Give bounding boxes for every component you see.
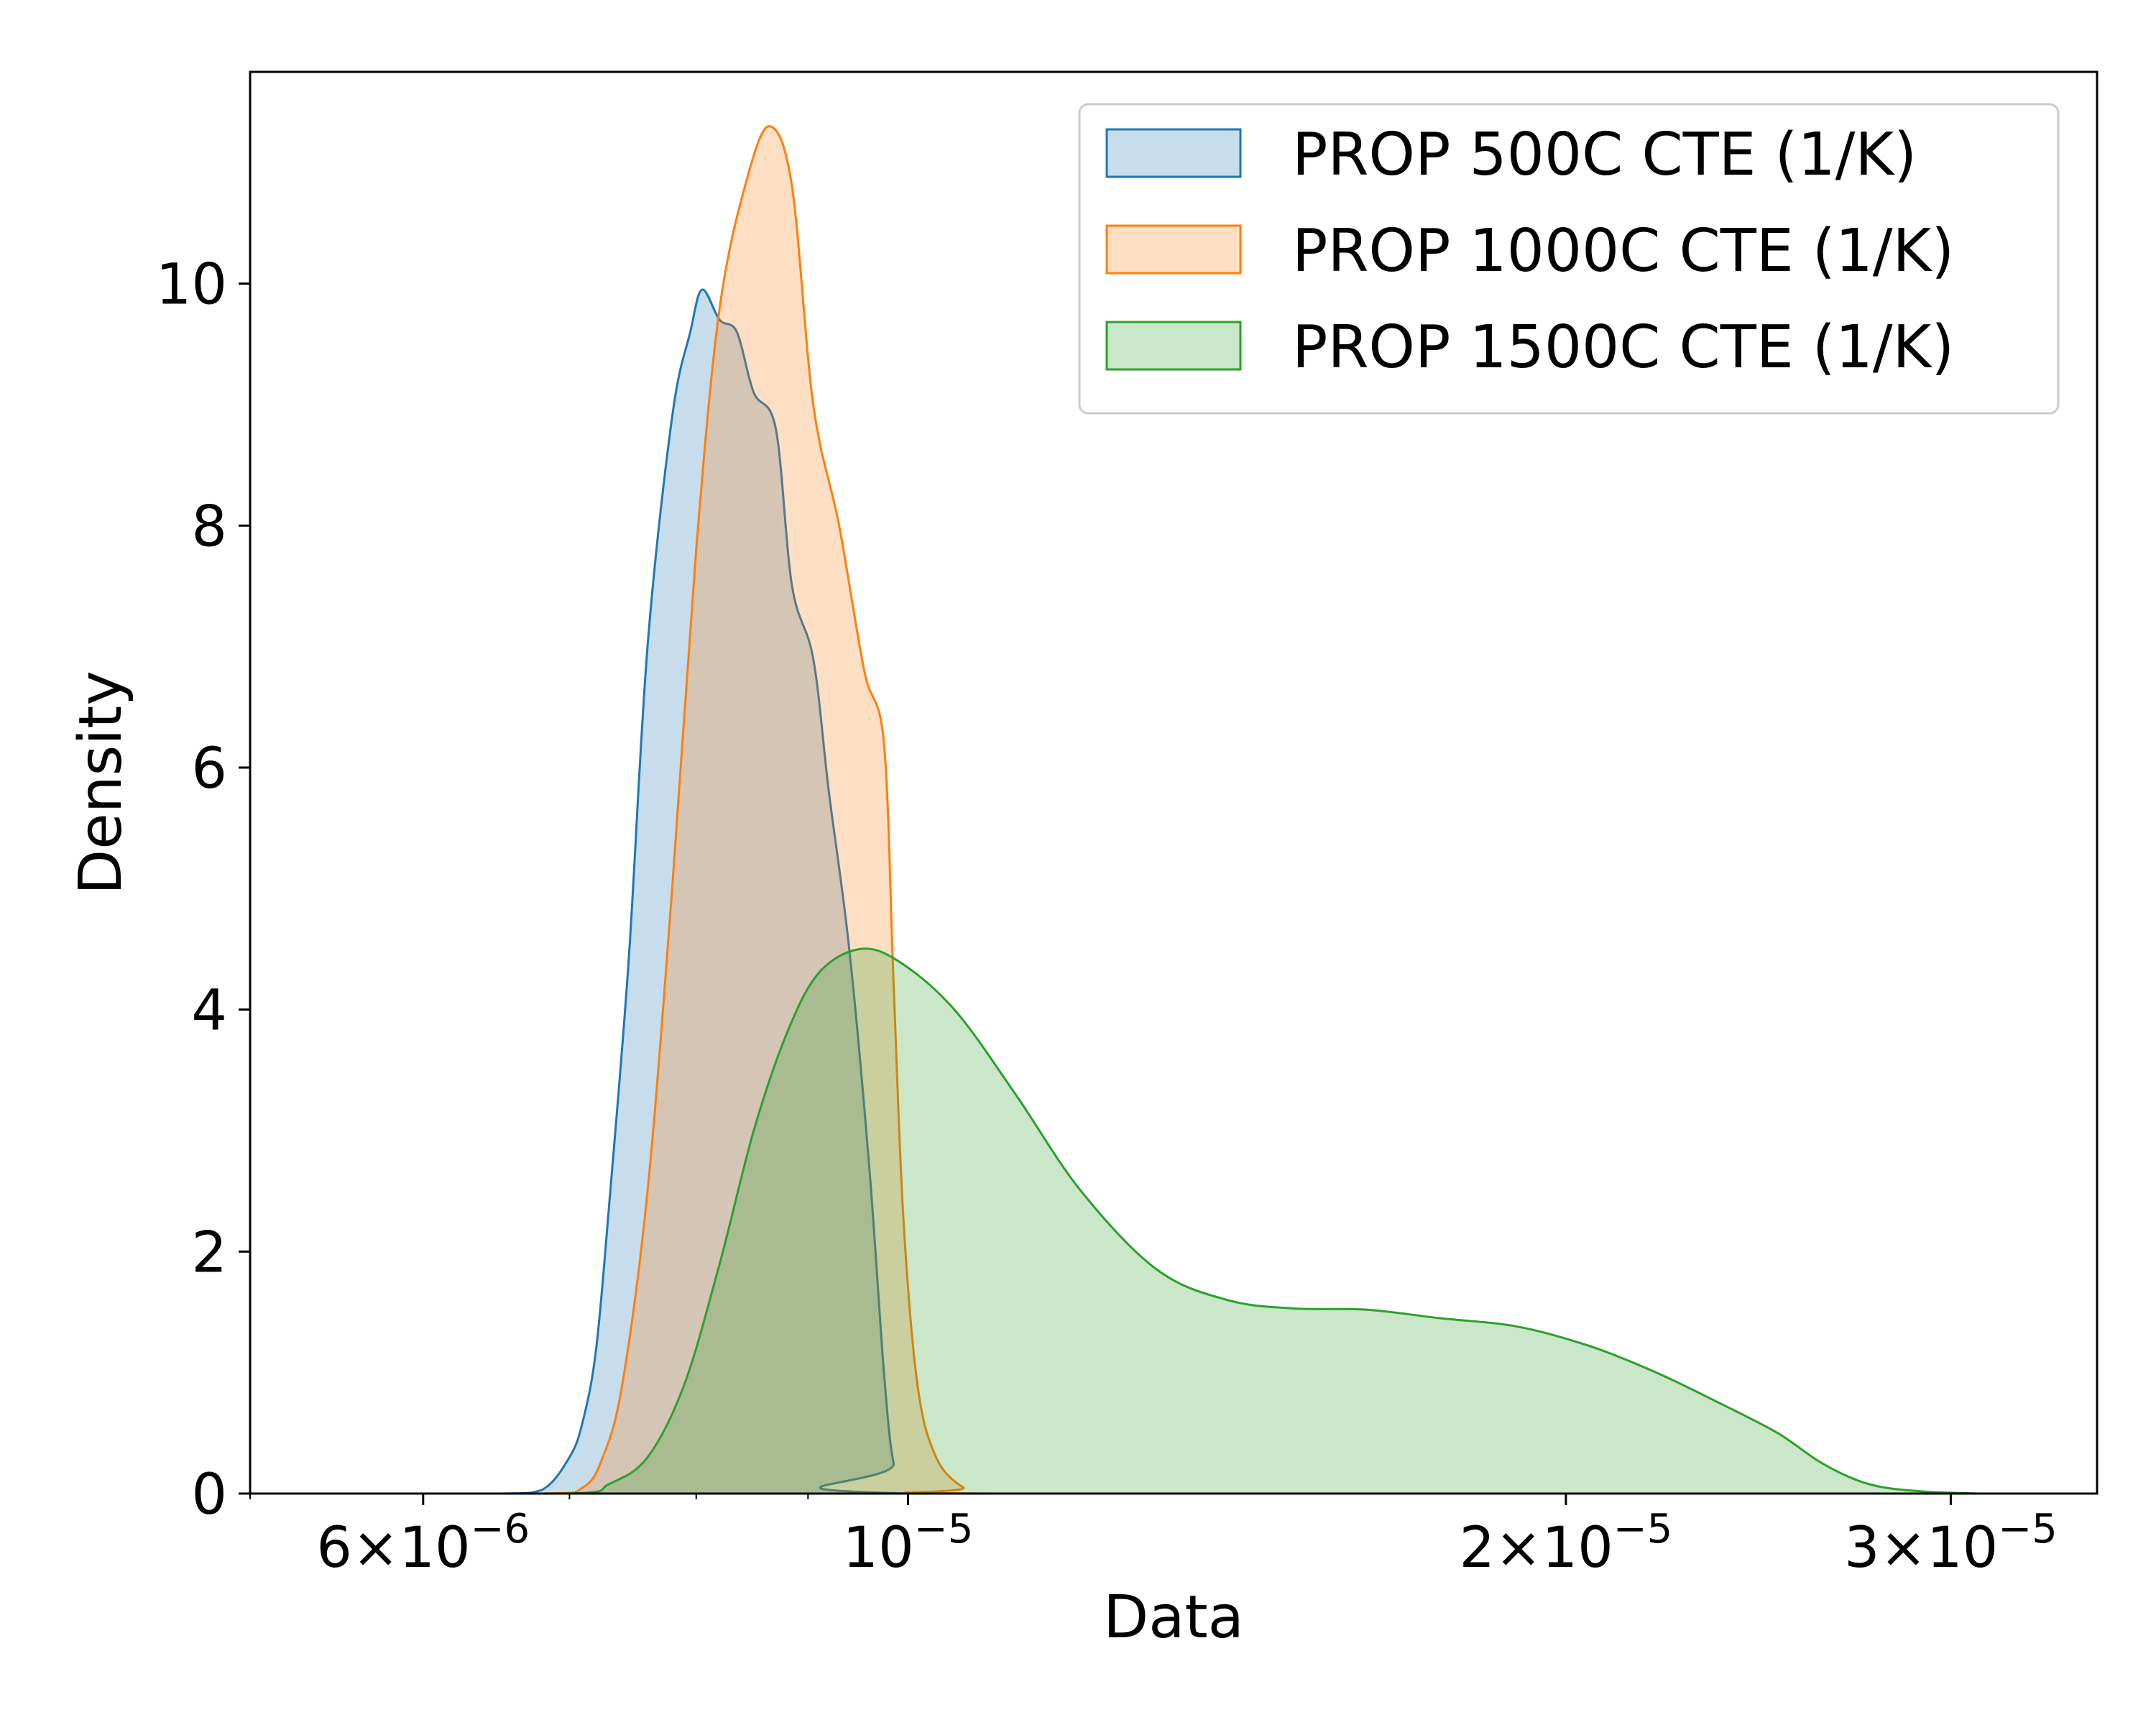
y-tick-label: 0: [191, 1463, 227, 1527]
plot-area-frame: [249, 70, 2099, 1495]
y-tick-label: 4: [191, 979, 227, 1044]
series-layer: [340, 125, 2042, 1495]
legend-box: [1078, 103, 2060, 415]
x-axis-title: Data: [1103, 1583, 1244, 1652]
x-tick-label: 6×10−6: [316, 1506, 530, 1581]
legend-swatch-1: [1105, 128, 1242, 178]
series-area-2: [340, 126, 2042, 1494]
legend: PROP 500C CTE (1/K) PROP 1000C CTE (1/K) P…: [1078, 103, 2060, 415]
legend-swatch-3: [1105, 321, 1242, 371]
series-line-1: [340, 288, 2042, 1495]
legend-label-3: PROP 1500C CTE (1/K): [1292, 313, 1954, 382]
series-area-3: [340, 948, 2042, 1494]
series-line-3: [340, 947, 2042, 1495]
y-tick-label: 8: [191, 494, 227, 559]
legend-label-1: PROP 500C CTE (1/K): [1292, 121, 1917, 189]
y-axis-title: Density: [67, 671, 135, 895]
legend-swatch-2: [1105, 224, 1242, 275]
x-tick-label: 2×10−5: [1460, 1506, 1673, 1581]
x-axis: 6×10−6 10−5 2×10−5 3×10−5: [249, 1494, 2058, 1581]
x-tick-label: 3×10−5: [1844, 1506, 2058, 1581]
series-line-2: [340, 125, 2042, 1495]
series-area-1: [340, 289, 2042, 1494]
y-tick-label: 10: [156, 253, 227, 318]
x-tick-label: 10−5: [843, 1506, 974, 1581]
y-tick-label: 6: [191, 737, 227, 801]
legend-label-2: PROP 1000C CTE (1/K): [1292, 217, 1954, 285]
y-axis: 0 2 4 6 8 10: [156, 253, 250, 1527]
y-tick-label: 2: [191, 1220, 227, 1285]
